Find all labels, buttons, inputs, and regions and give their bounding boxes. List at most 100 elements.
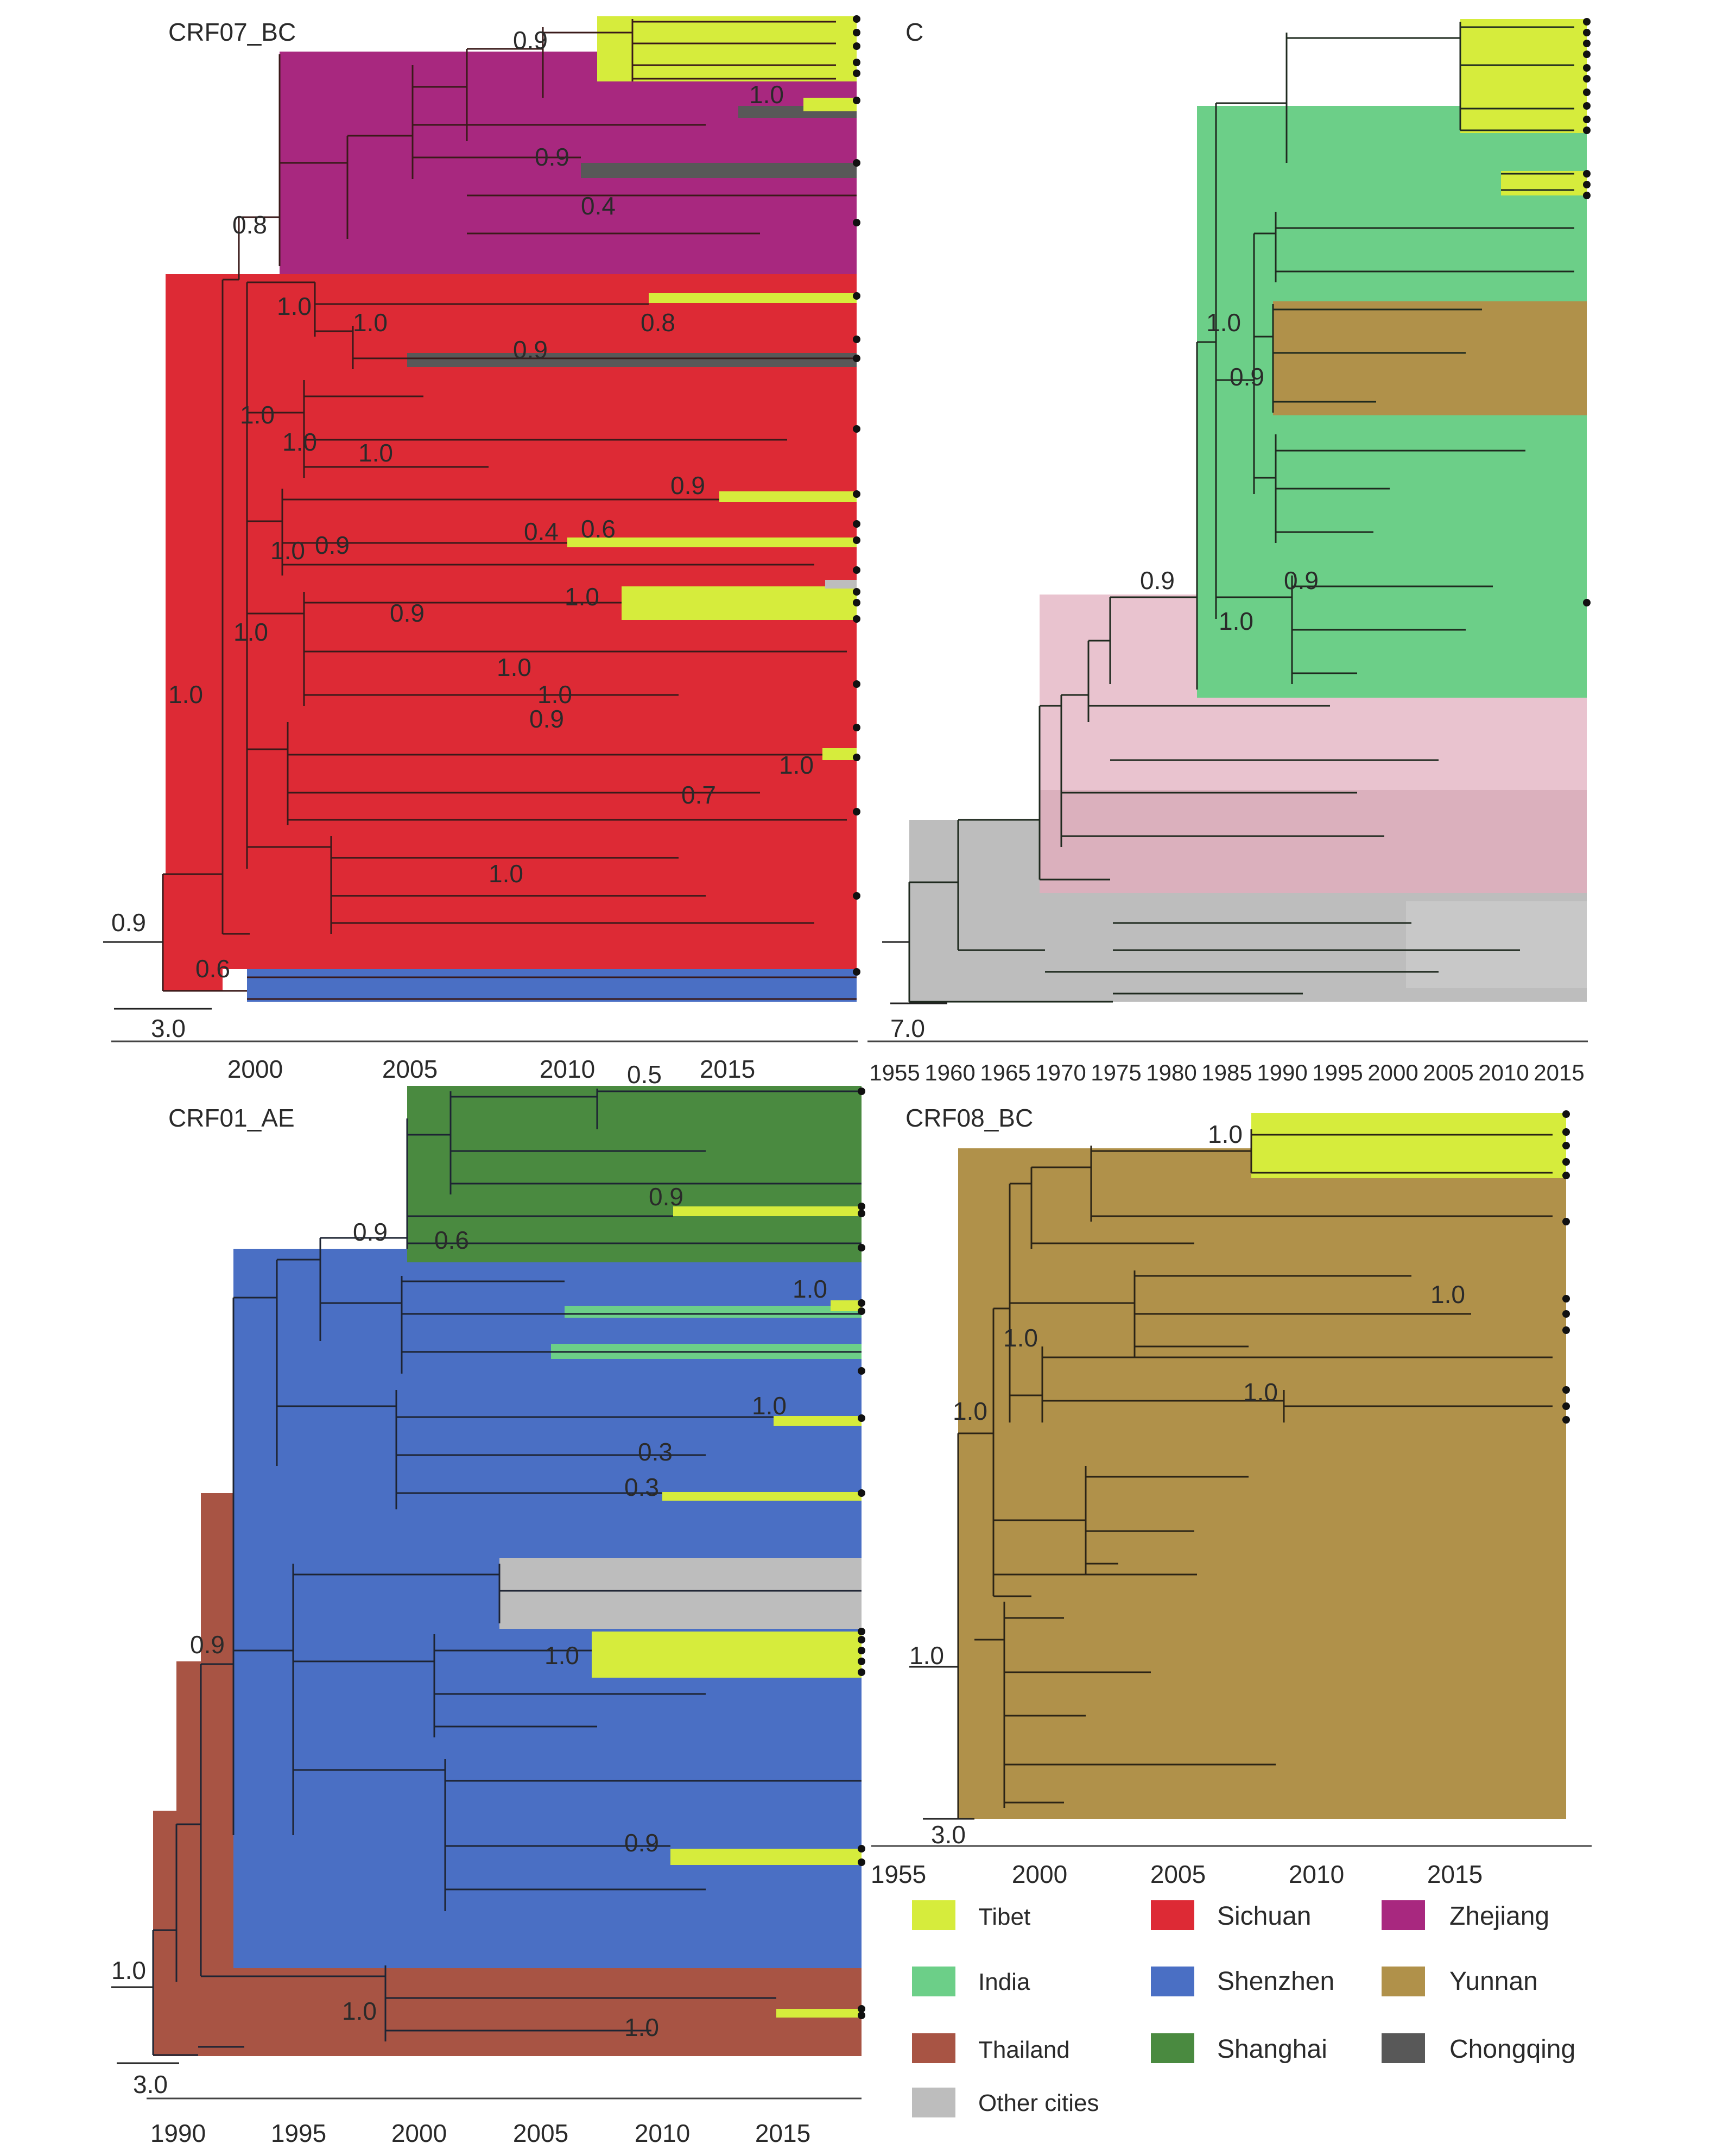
region-tibet-s4 <box>662 1492 862 1501</box>
axis-tick-label: 1975 <box>1091 1060 1141 1085</box>
support-label: 0.9 <box>670 471 705 500</box>
legend-swatch <box>1382 1900 1425 1930</box>
region-other-a <box>825 580 857 589</box>
region-india-a <box>565 1306 862 1318</box>
region-sichuan <box>166 274 857 969</box>
support-label: 0.9 <box>1230 363 1264 391</box>
support-label: 1.0 <box>240 401 275 429</box>
crf01-tree-branches <box>152 1089 862 2056</box>
support-label: 0.4 <box>524 517 559 546</box>
region-yunnan <box>1273 301 1587 415</box>
support-label: 1.0 <box>111 1956 146 1984</box>
region-tibet-f <box>822 748 857 760</box>
support-label: 0.9 <box>1140 566 1175 595</box>
legend-swatch <box>912 2033 955 2063</box>
legend-swatch <box>912 2088 955 2117</box>
axis-tick-label: 2015 <box>700 1055 755 1083</box>
support-label: 1.0 <box>909 1641 944 1670</box>
region-shenzhen <box>247 969 857 1002</box>
panel-crf01: CRF01_AE 0.5 0.9 0.9 0.6 1.0 1.0 0.3 0.3… <box>111 1060 865 2147</box>
panel-crf08: CRF08_BC 1.0 1.0 1.0 1.0 1.0 1.0 3.0 195… <box>871 1104 1592 1888</box>
crf08-tips <box>1562 1110 1570 1424</box>
crf08-supports: 1.0 1.0 1.0 1.0 1.0 1.0 <box>909 1120 1465 1670</box>
crf07-title: CRF07_BC <box>168 18 296 46</box>
support-label: 0.9 <box>513 26 548 54</box>
crf01-supports: 0.5 0.9 0.9 0.6 1.0 1.0 0.3 0.3 1.0 0.9 … <box>111 1060 827 2041</box>
axis-tick-label: 2010 <box>1289 1860 1344 1888</box>
axis-tick-label: 1985 <box>1201 1060 1252 1085</box>
region-chongqing-c <box>407 353 857 367</box>
axis-tick-label: 1970 <box>1035 1060 1086 1085</box>
region-tibet-d <box>567 538 857 547</box>
legend-label: Tibet <box>978 1904 1030 1930</box>
support-label: 1.0 <box>358 439 393 467</box>
support-label: 0.9 <box>513 336 548 364</box>
axis-tick-label: 1965 <box>980 1060 1030 1085</box>
legend-swatch <box>1382 2033 1425 2063</box>
support-label: 1.0 <box>1208 1120 1243 1148</box>
region-chongqing-a <box>581 163 857 178</box>
support-label: 1.0 <box>497 653 531 681</box>
support-label: 0.3 <box>624 1473 659 1501</box>
legend: Tibet Sichuan Zhejiang India Shenzhen Yu… <box>912 1900 1575 2117</box>
support-label: 1.0 <box>233 618 268 646</box>
crf07-scale-bar: 3.0 <box>114 1008 212 1042</box>
crf07-regions <box>163 16 857 1002</box>
region-yunnan-band <box>1007 1184 1566 1819</box>
support-label: 0.5 <box>627 1060 662 1089</box>
legend-item-shanghai: Shanghai <box>1151 2033 1327 2064</box>
support-label: 0.6 <box>195 954 230 983</box>
legend-item-zhejiang: Zhejiang <box>1382 1900 1549 1931</box>
legend-label: Yunnan <box>1449 1967 1538 1996</box>
legend-swatch <box>1151 1967 1194 1996</box>
region-sichuan-root <box>163 874 223 991</box>
support-label: 1.0 <box>342 1997 377 2025</box>
axis-tick-label: 1960 <box>924 1060 975 1085</box>
axis-tick-label: 1995 <box>271 2119 326 2147</box>
axis-tick-label: 2015 <box>1534 1060 1584 1085</box>
support-label: 0.9 <box>390 599 425 627</box>
c-tips <box>1583 18 1591 606</box>
legend-swatch <box>1151 1900 1194 1930</box>
support-label: 1.0 <box>282 428 317 456</box>
region-tibet-s1 <box>673 1206 862 1216</box>
axis-tick-label: 1990 <box>150 2119 206 2147</box>
support-label: 1.0 <box>1206 308 1241 337</box>
support-label: 1.0 <box>1003 1324 1038 1352</box>
support-label: 0.9 <box>624 1829 659 1857</box>
support-label: 0.9 <box>315 531 350 559</box>
support-label: 0.9 <box>529 705 564 733</box>
support-label: 1.0 <box>168 680 203 709</box>
support-label: 0.9 <box>111 908 146 937</box>
region-tibet-c2 <box>1501 171 1587 195</box>
support-label: 0.3 <box>638 1438 673 1466</box>
region-tibet-s6 <box>670 1849 862 1865</box>
axis-tick-label: 2010 <box>635 2119 690 2147</box>
legend-swatch <box>912 1967 955 1996</box>
support-label: 1.0 <box>749 80 784 109</box>
region-tibet-y1 <box>1251 1113 1566 1178</box>
support-label: 1.0 <box>353 308 388 337</box>
legend-label: Other cities <box>978 2090 1099 2116</box>
support-label: 1.0 <box>793 1275 827 1303</box>
region-thailand-left3 <box>201 1493 233 1667</box>
region-pink-dark <box>1040 790 1587 893</box>
region-tibet-s7 <box>776 2009 862 2018</box>
support-label: 0.6 <box>434 1226 469 1254</box>
c-regions <box>909 19 1587 1002</box>
support-label: 1.0 <box>544 1641 579 1670</box>
region-tibet-s3 <box>774 1416 862 1426</box>
legend-label: Shanghai <box>1217 2035 1327 2064</box>
legend-label: Chongqing <box>1449 2035 1575 2064</box>
crf01-regions <box>153 1086 862 2056</box>
crf01-time-axis: 1990 1995 2000 2005 2010 2015 <box>147 2097 862 2147</box>
axis-tick-label: 2010 <box>1478 1060 1529 1085</box>
support-label: 0.9 <box>535 143 569 171</box>
axis-tick-label: 2000 <box>1367 1060 1418 1085</box>
crf07-supports: 0.9 1.0 0.9 0.4 0.8 1.0 1.0 0.8 0.9 1.0 … <box>111 26 814 983</box>
support-label: 0.9 <box>1284 566 1319 595</box>
support-label: 1.0 <box>779 751 814 779</box>
legend-swatch <box>1151 2033 1194 2063</box>
region-grey-lines <box>1406 901 1587 988</box>
